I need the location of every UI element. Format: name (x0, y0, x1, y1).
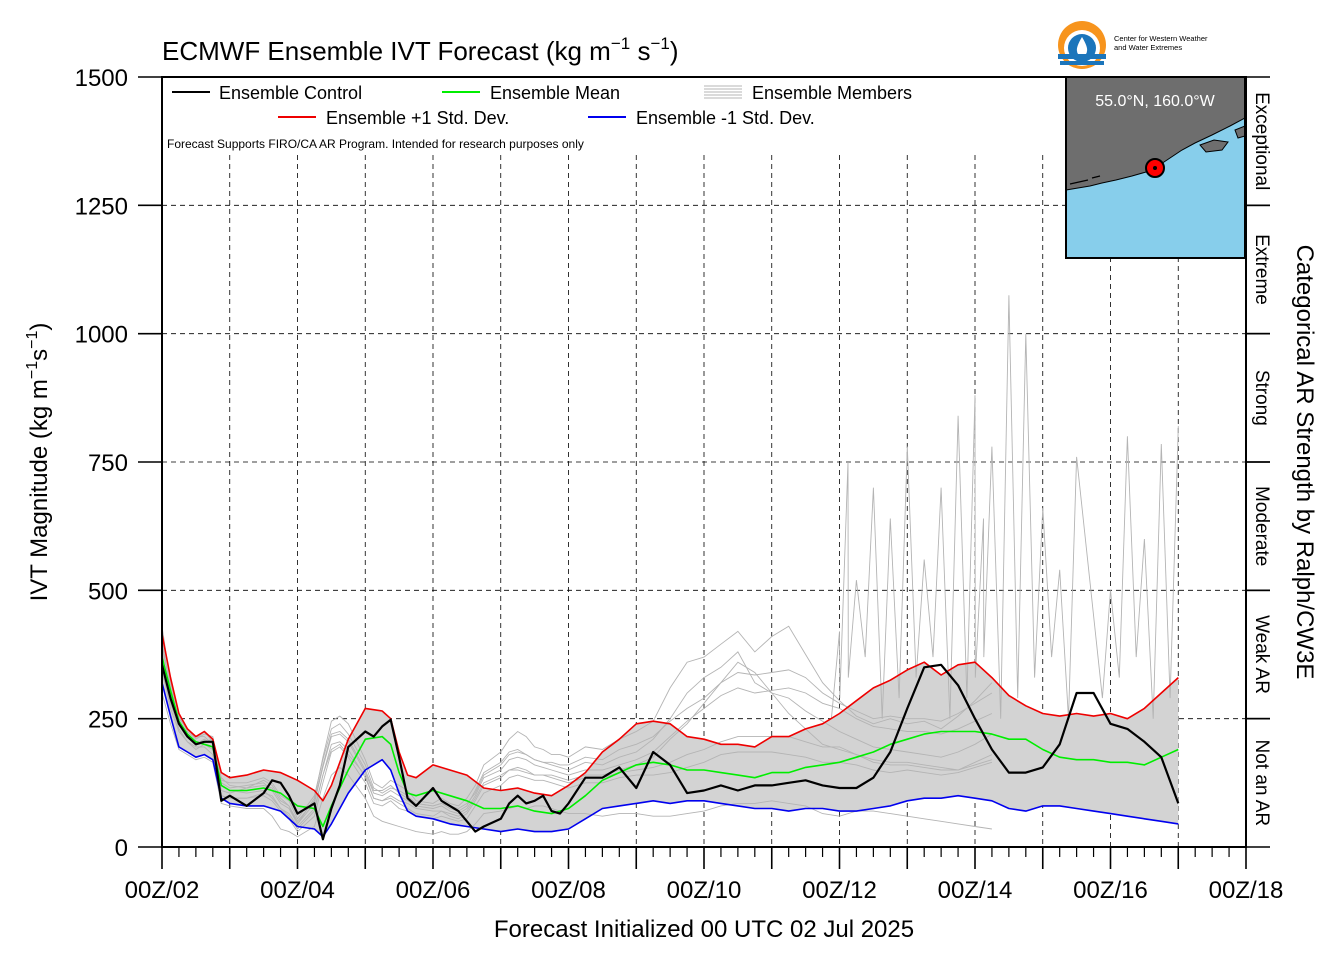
category-label: Extreme (1251, 234, 1272, 305)
ensemble-member-line (161, 641, 993, 820)
category-label: Moderate (1251, 486, 1272, 566)
x-tick-label: 00Z/18 (1209, 877, 1284, 904)
category-label: Weak AR (1251, 615, 1272, 694)
series-line-mean (161, 656, 1179, 828)
map-land-island (1199, 139, 1229, 153)
x-tick-label: 00Z/14 (938, 877, 1013, 904)
y-tick-label: 1000 (75, 322, 128, 349)
series-line-minus (161, 682, 1179, 838)
category-label: Not an AR (1251, 739, 1272, 826)
y-tick-label: 750 (88, 450, 128, 477)
y-title-close-paren: ) (26, 323, 53, 331)
x-axis: 00Z/02 00Z/04 00Z/06 00Z/08 00Z/10 00Z/12 00Z/… (125, 847, 1284, 904)
ensemble-members (161, 295, 1179, 838)
logo-text-line1: Center for Western Weather (1114, 34, 1208, 43)
series-line-plus (161, 633, 1179, 802)
ar-category-axis: Not an AR Weak AR Moderate Strong Extreme Exc… (1246, 76, 1272, 848)
y-tick-label: 1250 (75, 193, 128, 220)
ensemble-member-line (161, 651, 993, 823)
title-unit-s: s (630, 36, 650, 66)
ensemble-member-line (161, 625, 993, 825)
logo-text-line2: and Water Extremes (1114, 43, 1182, 52)
y-axis-title: IVT Magnitude (kg m−1s−1) (24, 323, 53, 602)
std-dev-band (162, 634, 1179, 837)
x-tick-label: 00Z/08 (531, 877, 606, 904)
chart-title: ECMWF Ensemble IVT Forecast (kg m−1 s−1) (162, 34, 679, 66)
y-tick-label: 0 (115, 835, 128, 862)
legend-swatch-members (704, 85, 742, 99)
y-title-exponent-2: −1 (24, 330, 41, 348)
x-tick-label: 00Z/16 (1073, 877, 1148, 904)
ensemble-series (160, 633, 1180, 841)
series-line-control (160, 663, 1180, 841)
y-tick-label: 500 (88, 578, 128, 605)
map-location-marker-center (1153, 166, 1157, 170)
legend-label-plus: Ensemble +1 Std. Dev. (326, 108, 509, 128)
y-title-exponent-1: −1 (24, 361, 41, 379)
location-inset-map: 55.0°N, 160.0°W (1065, 76, 1246, 259)
x-axis-title: Forecast Initialized 00 UTC 02 Jul 2025 (494, 916, 914, 943)
x-tick-label: 00Z/06 (396, 877, 471, 904)
title-exponent-2: −1 (650, 34, 669, 53)
x-tick-label: 00Z/04 (260, 877, 335, 904)
y-tick-label: 1500 (75, 65, 128, 92)
map-frame (1065, 76, 1246, 259)
ensemble-member-line (830, 295, 1179, 719)
ensemble-member-line (161, 661, 993, 828)
ensemble-member-line (161, 651, 993, 830)
y-title-unit-s: s (26, 349, 53, 361)
legend-label-members: Ensemble Members (752, 83, 912, 103)
x-tick-label: 00Z/12 (802, 877, 877, 904)
category-label: Exceptional (1251, 92, 1272, 190)
y-tick-label: 250 (88, 707, 128, 734)
title-close-paren: ) (670, 36, 679, 66)
map-location-label: 55.0°N, 160.0°W (1095, 93, 1215, 110)
ensemble-member-line (161, 692, 992, 838)
legend-label-control: Ensemble Control (219, 83, 362, 103)
x-tick-label: 00Z/02 (125, 877, 200, 904)
y-axis: 0 250 500 750 1000 1250 1500 (75, 65, 162, 862)
legend: Ensemble Control Ensemble Mean Ensemble … (167, 83, 912, 151)
disclaimer-text: Forecast Supports FIRO/CA AR Program. In… (167, 137, 584, 151)
map-land-islets (1069, 175, 1101, 185)
category-label: Strong (1251, 370, 1272, 426)
right-axis-title: Categorical AR Strength by Ralph/CW3E (1291, 245, 1318, 680)
x-tick-label: 00Z/10 (667, 877, 742, 904)
title-exponent-1: −1 (611, 34, 630, 53)
ensemble-member-line (161, 646, 993, 825)
legend-label-minus: Ensemble -1 Std. Dev. (636, 108, 815, 128)
cw3e-logo: Center for Western Weather and Water Ext… (1058, 21, 1208, 69)
legend-label-mean: Ensemble Mean (490, 83, 620, 103)
